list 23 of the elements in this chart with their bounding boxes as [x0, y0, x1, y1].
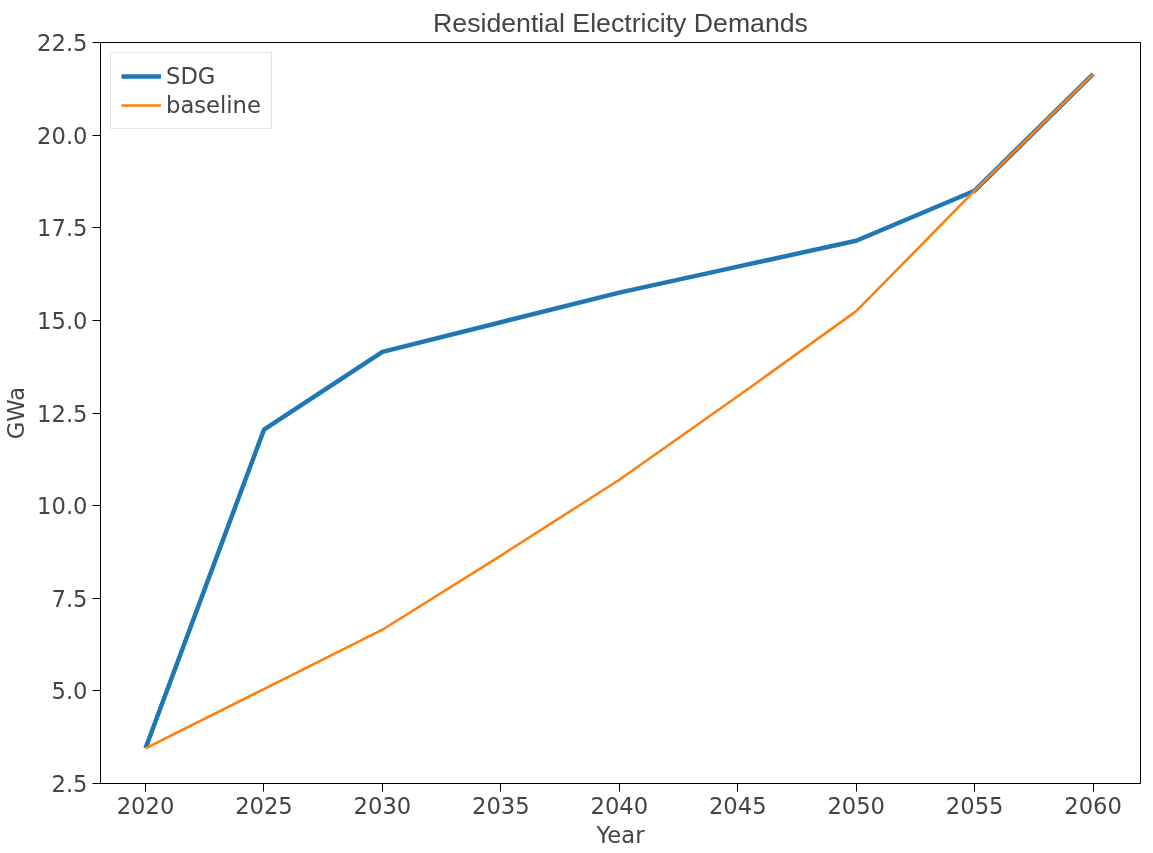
x-tick-label: 2035: [472, 792, 530, 819]
chart-title: Residential Electricity Demands: [433, 7, 808, 38]
x-tick-label: 2020: [116, 792, 175, 819]
x-tick-label: 2050: [827, 792, 886, 819]
x-axis-title: Year: [595, 821, 646, 848]
x-tick-label: 2040: [590, 792, 649, 819]
y-tick-label: 20.0: [37, 122, 88, 149]
legend-label: baseline: [166, 92, 261, 118]
x-tick-label: 2025: [235, 792, 293, 819]
y-tick-label: 2.5: [51, 771, 88, 797]
y-tick-label: 17.5: [37, 215, 88, 242]
legend-label: SDG: [166, 63, 216, 89]
x-tick-label: 2030: [353, 792, 412, 819]
x-tick-label: 2055: [945, 792, 1004, 819]
y-tick-label: 7.5: [51, 585, 88, 612]
y-tick-label: 12.5: [37, 400, 88, 427]
y-tick-label: 22.5: [37, 30, 88, 56]
y-tick-label: 5.0: [51, 678, 88, 705]
x-tick-label: 2060: [1064, 792, 1122, 819]
y-tick-label: 10.0: [37, 493, 88, 520]
y-tick-label: 15.0: [37, 307, 88, 334]
y-axis-title: GWa: [3, 386, 30, 440]
x-tick-label: 2045: [708, 792, 767, 819]
